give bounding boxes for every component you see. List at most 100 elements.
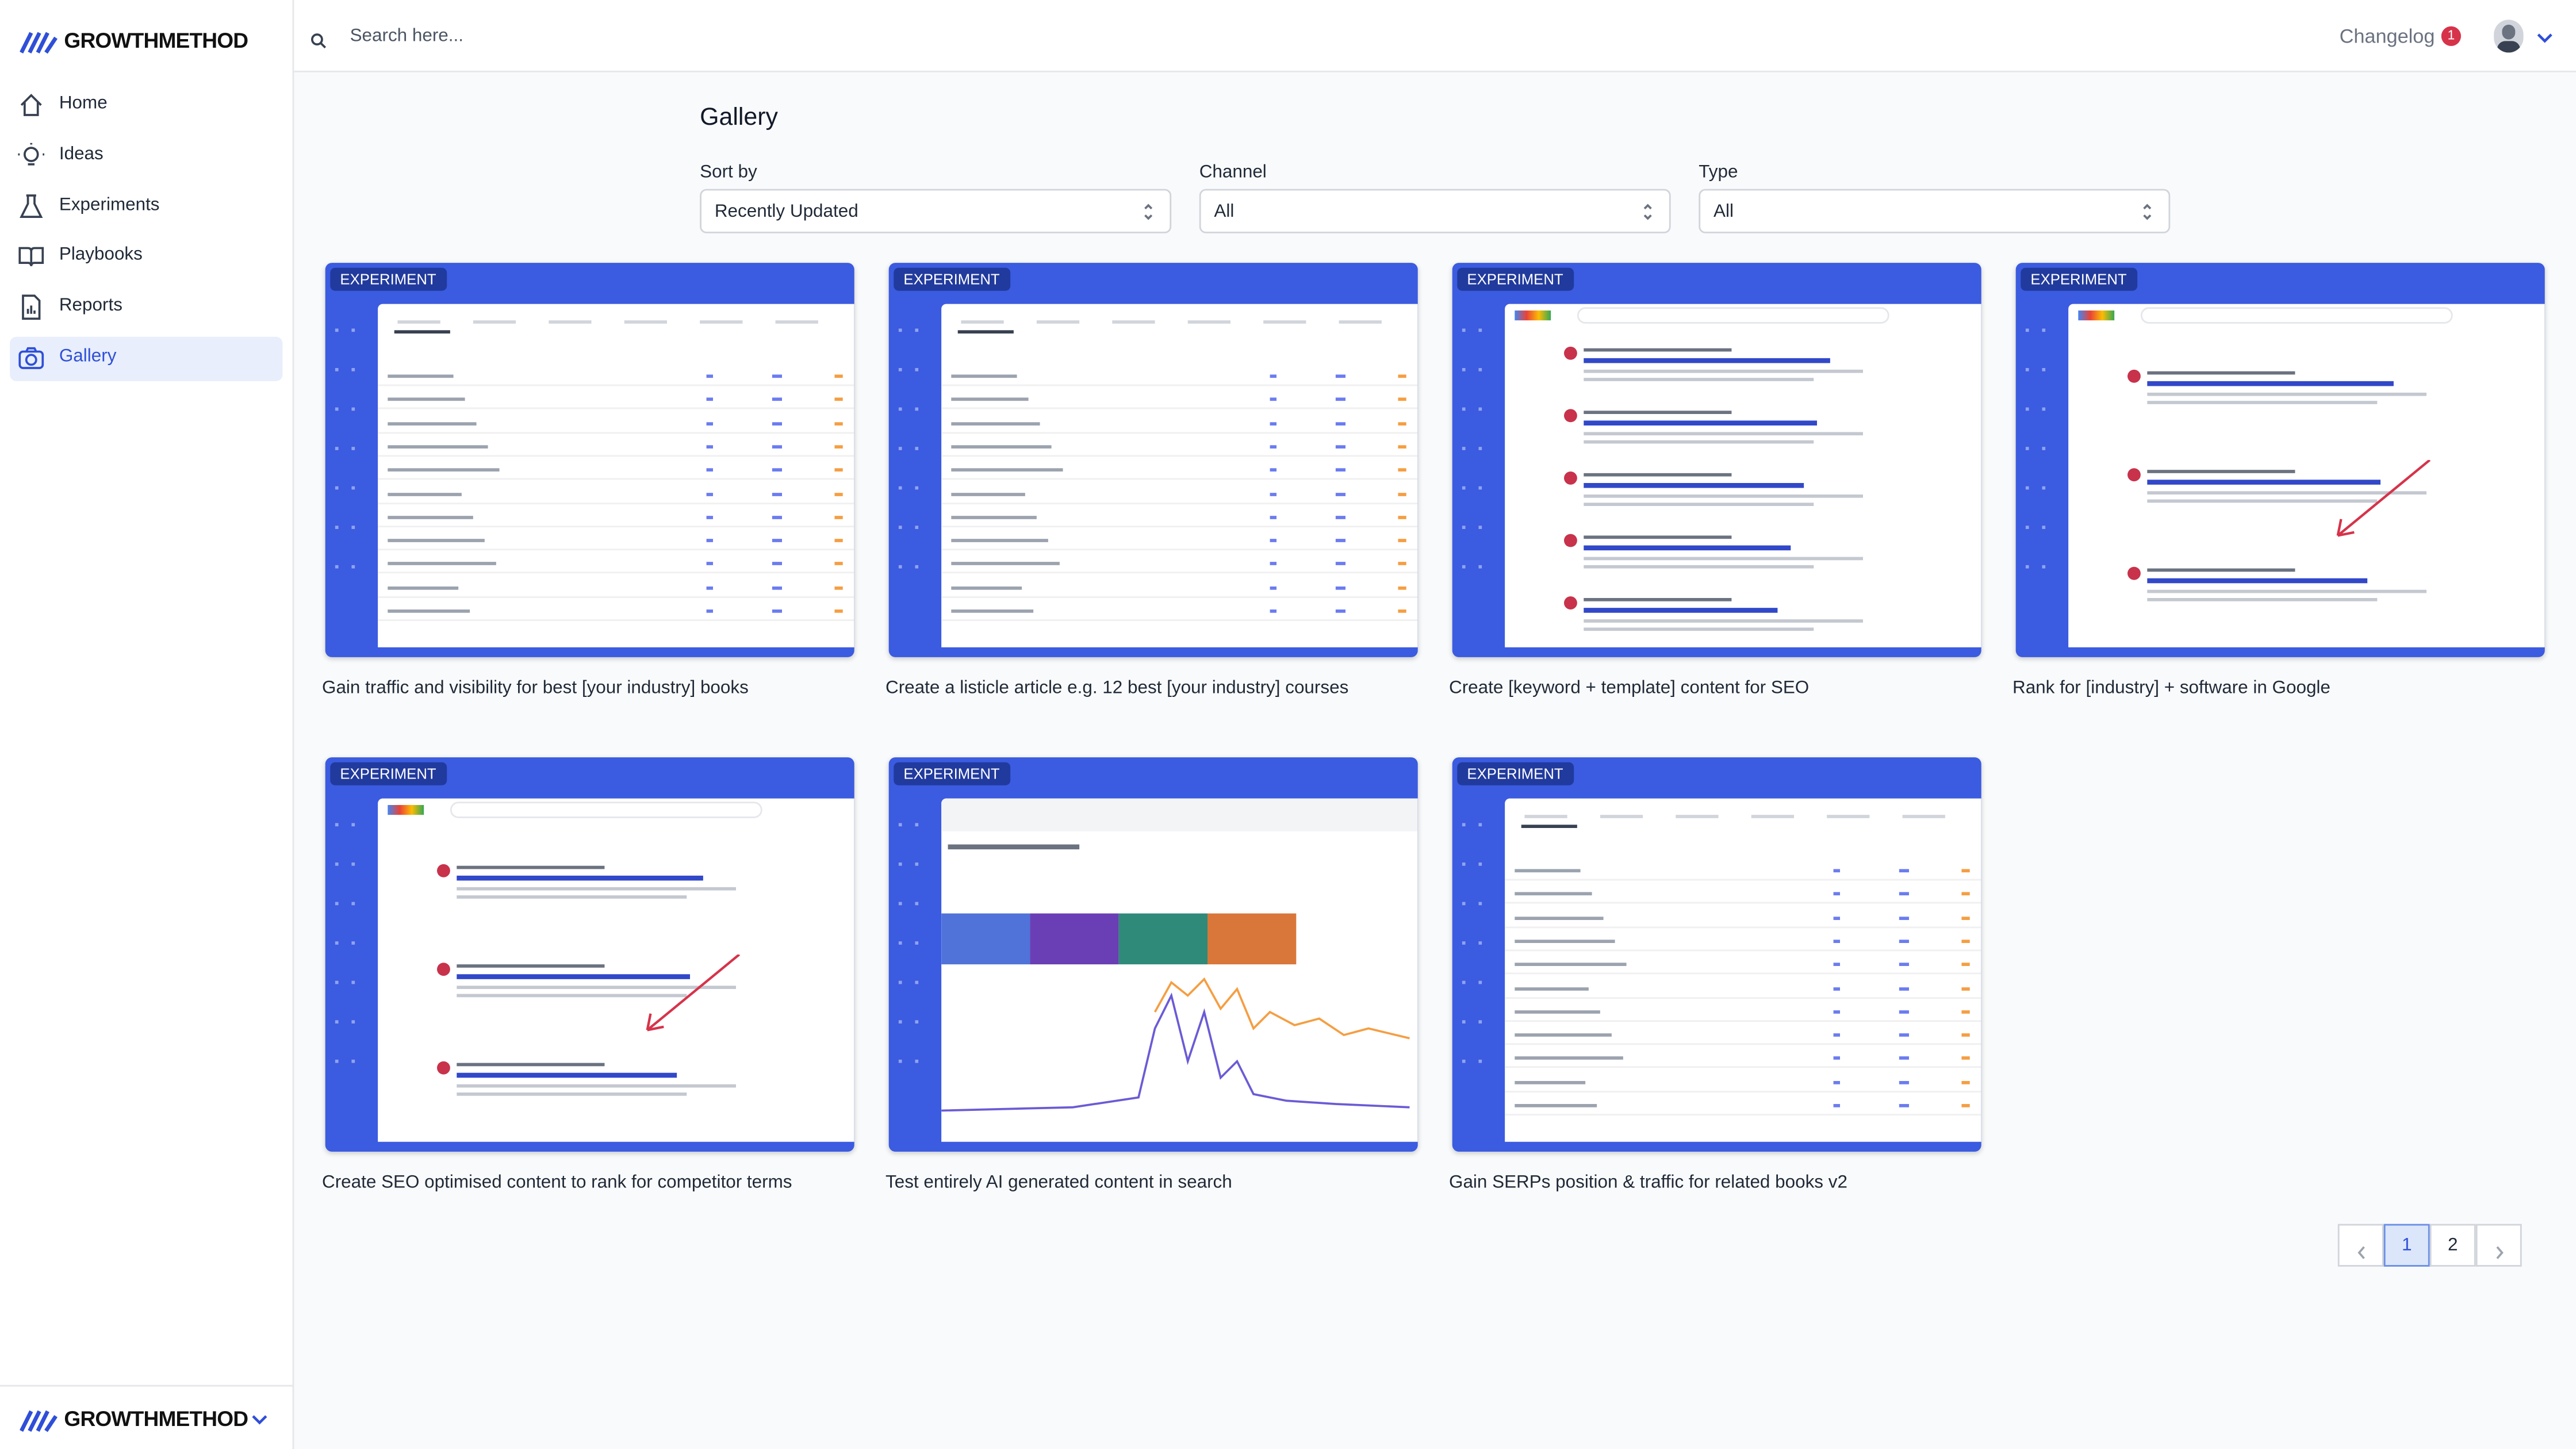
thumb-dot: [915, 526, 918, 528]
thumb-row-line: [941, 408, 1418, 410]
thumb-dot: [1478, 1059, 1481, 1063]
brand-mark: [20, 1408, 62, 1435]
thumb-cell: [1270, 398, 1276, 401]
thumb-dot: [915, 368, 918, 371]
card-title[interactable]: Test entirely AI generated content in se…: [885, 1173, 1232, 1193]
thumb-cell: [1335, 586, 1346, 589]
nav-item[interactable]: Reports: [10, 286, 282, 331]
thumb-cell: [1833, 1033, 1840, 1037]
thumb-link: [457, 875, 703, 881]
thumb-tab: [549, 320, 592, 324]
thumb-arrow: [641, 953, 746, 1037]
thumb-url: [2147, 470, 2295, 473]
thumb-cell: [834, 539, 843, 543]
thumb-cell: [388, 374, 454, 378]
account-menu[interactable]: [2535, 26, 2555, 46]
thumb-tab: [473, 320, 516, 324]
thumb-snippet: [457, 1084, 736, 1088]
page-prev[interactable]: [2337, 1224, 2384, 1267]
filter-select[interactable]: Recently Updated: [700, 189, 1172, 233]
thumb-cell: [951, 515, 1037, 519]
thumb-cell: [1335, 562, 1346, 566]
thumb-cell: [1398, 562, 1406, 566]
thumb-url: [1584, 598, 1732, 601]
card-thumbnail[interactable]: EXPERIMENT: [325, 757, 854, 1152]
card-thumbnail[interactable]: EXPERIMENT: [1452, 757, 1981, 1152]
card-title[interactable]: Create a listicle article e.g. 12 best […: [885, 678, 1349, 699]
thumb-cell: [388, 444, 488, 448]
thumb-snippet: [1584, 619, 1863, 623]
nav-item[interactable]: Gallery: [10, 336, 283, 381]
thumb-screen: [1505, 798, 1981, 1142]
nav-label: Gallery: [59, 346, 117, 367]
thumb-row-line: [941, 525, 1418, 527]
thumb-screen: [1505, 304, 1981, 647]
thumb-tab: [775, 320, 818, 324]
thumb-cell: [1515, 892, 1592, 896]
card-title[interactable]: Gain SERPs position & traffic for relate…: [1449, 1173, 1847, 1193]
card-badge: EXPERIMENT: [1457, 267, 1573, 291]
thumb-cell: [1961, 1080, 1970, 1084]
brand-menu[interactable]: [250, 1408, 269, 1428]
thumb-cell: [772, 421, 782, 425]
nav-item[interactable]: Experiments: [10, 185, 282, 229]
filter-select[interactable]: All: [1699, 189, 2171, 233]
card-title[interactable]: Create [keyword + template] content for …: [1449, 678, 1810, 699]
thumb-link: [457, 974, 690, 979]
page-number[interactable]: 2: [2429, 1224, 2476, 1267]
thumb-heading: [948, 844, 1080, 850]
filter-select[interactable]: All: [1199, 189, 1671, 233]
thumb-cell: [772, 586, 782, 589]
next-icon-svg: [2496, 1246, 2504, 1259]
card-title[interactable]: Create SEO optimised content to rank for…: [322, 1173, 792, 1193]
card-thumbnail[interactable]: EXPERIMENT: [325, 263, 854, 657]
thumb-tab: [1751, 815, 1794, 818]
thumb-tab: [1187, 320, 1230, 324]
thumb-dot: [898, 447, 902, 450]
thumb-dot: [1478, 980, 1481, 983]
thumb-dot: [898, 565, 902, 568]
page-number[interactable]: 1: [2383, 1224, 2430, 1267]
thumb-tab: [1036, 320, 1080, 324]
avatar[interactable]: [2494, 20, 2524, 53]
thumb-dot: [915, 862, 918, 865]
thumb-dot: [335, 447, 338, 450]
thumb-url: [2147, 568, 2295, 572]
thumb-row-line: [941, 431, 1418, 434]
card-thumbnail[interactable]: EXPERIMENT: [2015, 263, 2545, 657]
thumb-dot: [898, 980, 902, 983]
nav-icon: [18, 294, 44, 321]
card-title[interactable]: Rank for [industry] + software in Google: [2012, 678, 2330, 699]
card-thumbnail[interactable]: EXPERIMENT: [888, 757, 1418, 1152]
page-next[interactable]: [2475, 1224, 2522, 1267]
card-thumbnail[interactable]: EXPERIMENT: [888, 263, 1418, 657]
thumb-link: [1584, 545, 1791, 551]
changelog-link[interactable]: Changelog: [2339, 24, 2435, 48]
card-badge: EXPERIMENT: [1457, 762, 1573, 785]
thumb-dot: [898, 1020, 902, 1023]
card-thumbnail[interactable]: EXPERIMENT: [1452, 263, 1981, 657]
search-input[interactable]: Search here...: [350, 26, 463, 46]
nav-item[interactable]: Playbooks: [10, 236, 282, 280]
thumb-tab: [624, 320, 667, 324]
search-icon-svg: [311, 33, 327, 49]
sidebar-divider: [0, 1385, 294, 1387]
thumb-snippet: [1584, 432, 1863, 436]
thumb-arrow-svg: [2336, 459, 2431, 537]
thumb-cell: [1515, 1080, 1586, 1084]
thumb-dot: [1462, 447, 1465, 450]
thumb-row-line: [1505, 1114, 1981, 1116]
thumb-google: [1515, 310, 1551, 321]
thumb-cell: [1515, 1010, 1600, 1014]
thumb-link: [1584, 608, 1778, 613]
thumb-link: [1584, 483, 1804, 488]
thumb-cell: [1899, 916, 1909, 919]
thumb-snippet: [2147, 491, 2426, 494]
nav-item[interactable]: Ideas: [10, 135, 282, 179]
thumb-cell: [1515, 939, 1615, 943]
card-title[interactable]: Gain traffic and visibility for best [yo…: [322, 678, 749, 699]
thumb-cell: [1398, 515, 1406, 519]
nav-item[interactable]: Home: [10, 84, 282, 128]
thumb-cell: [1335, 492, 1346, 496]
